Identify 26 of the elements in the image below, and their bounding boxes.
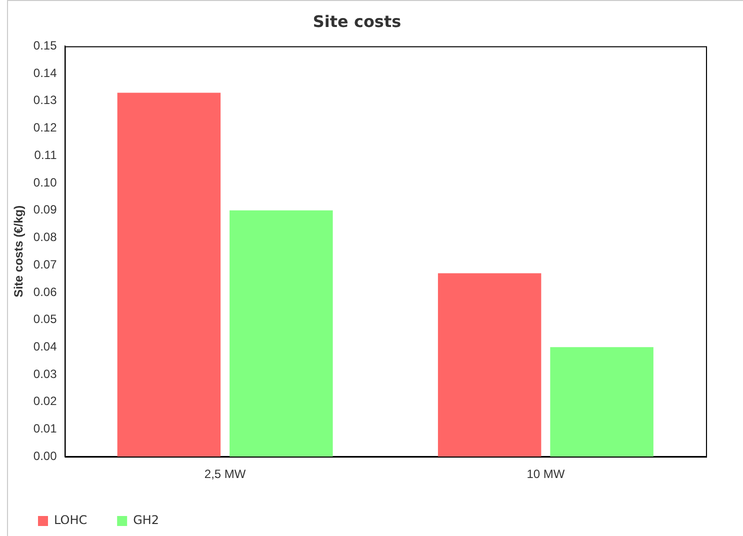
bar xyxy=(438,273,542,457)
y-tick-label: 0.01 xyxy=(33,422,58,436)
chart-title: Site costs xyxy=(312,12,402,31)
y-tick-label: 0.11 xyxy=(34,148,58,162)
y-tick-label: 0.14 xyxy=(33,66,58,80)
y-tick-label: 0.00 xyxy=(33,448,58,463)
x-tick-label: 10 MW xyxy=(526,467,566,482)
y-tick-label: 0.10 xyxy=(33,175,58,190)
y-tick-label: 0.15 xyxy=(33,38,58,53)
bar xyxy=(230,210,333,457)
y-tick-label: 0.06 xyxy=(33,284,58,299)
bar xyxy=(550,347,654,457)
legend-label: GH2 xyxy=(133,513,160,528)
y-axis-title: Site costs (€/kg) xyxy=(12,205,26,298)
y-tick-label: 0.13 xyxy=(33,93,58,108)
y-tick-label: 0.04 xyxy=(33,339,58,354)
legend-label: LOHC xyxy=(54,513,88,528)
y-tick-label: 0.05 xyxy=(33,312,58,326)
y-tick-label: 0.12 xyxy=(33,120,58,135)
x-tick-label: 2,5 MW xyxy=(204,467,246,482)
y-tick-label: 0.03 xyxy=(33,366,58,381)
y-tick-label: 0.08 xyxy=(33,230,58,244)
y-tick-label: 0.09 xyxy=(33,202,58,217)
bar xyxy=(117,92,221,457)
y-tick-label: 0.02 xyxy=(33,394,58,408)
y-tick-label: 0.07 xyxy=(33,257,58,272)
